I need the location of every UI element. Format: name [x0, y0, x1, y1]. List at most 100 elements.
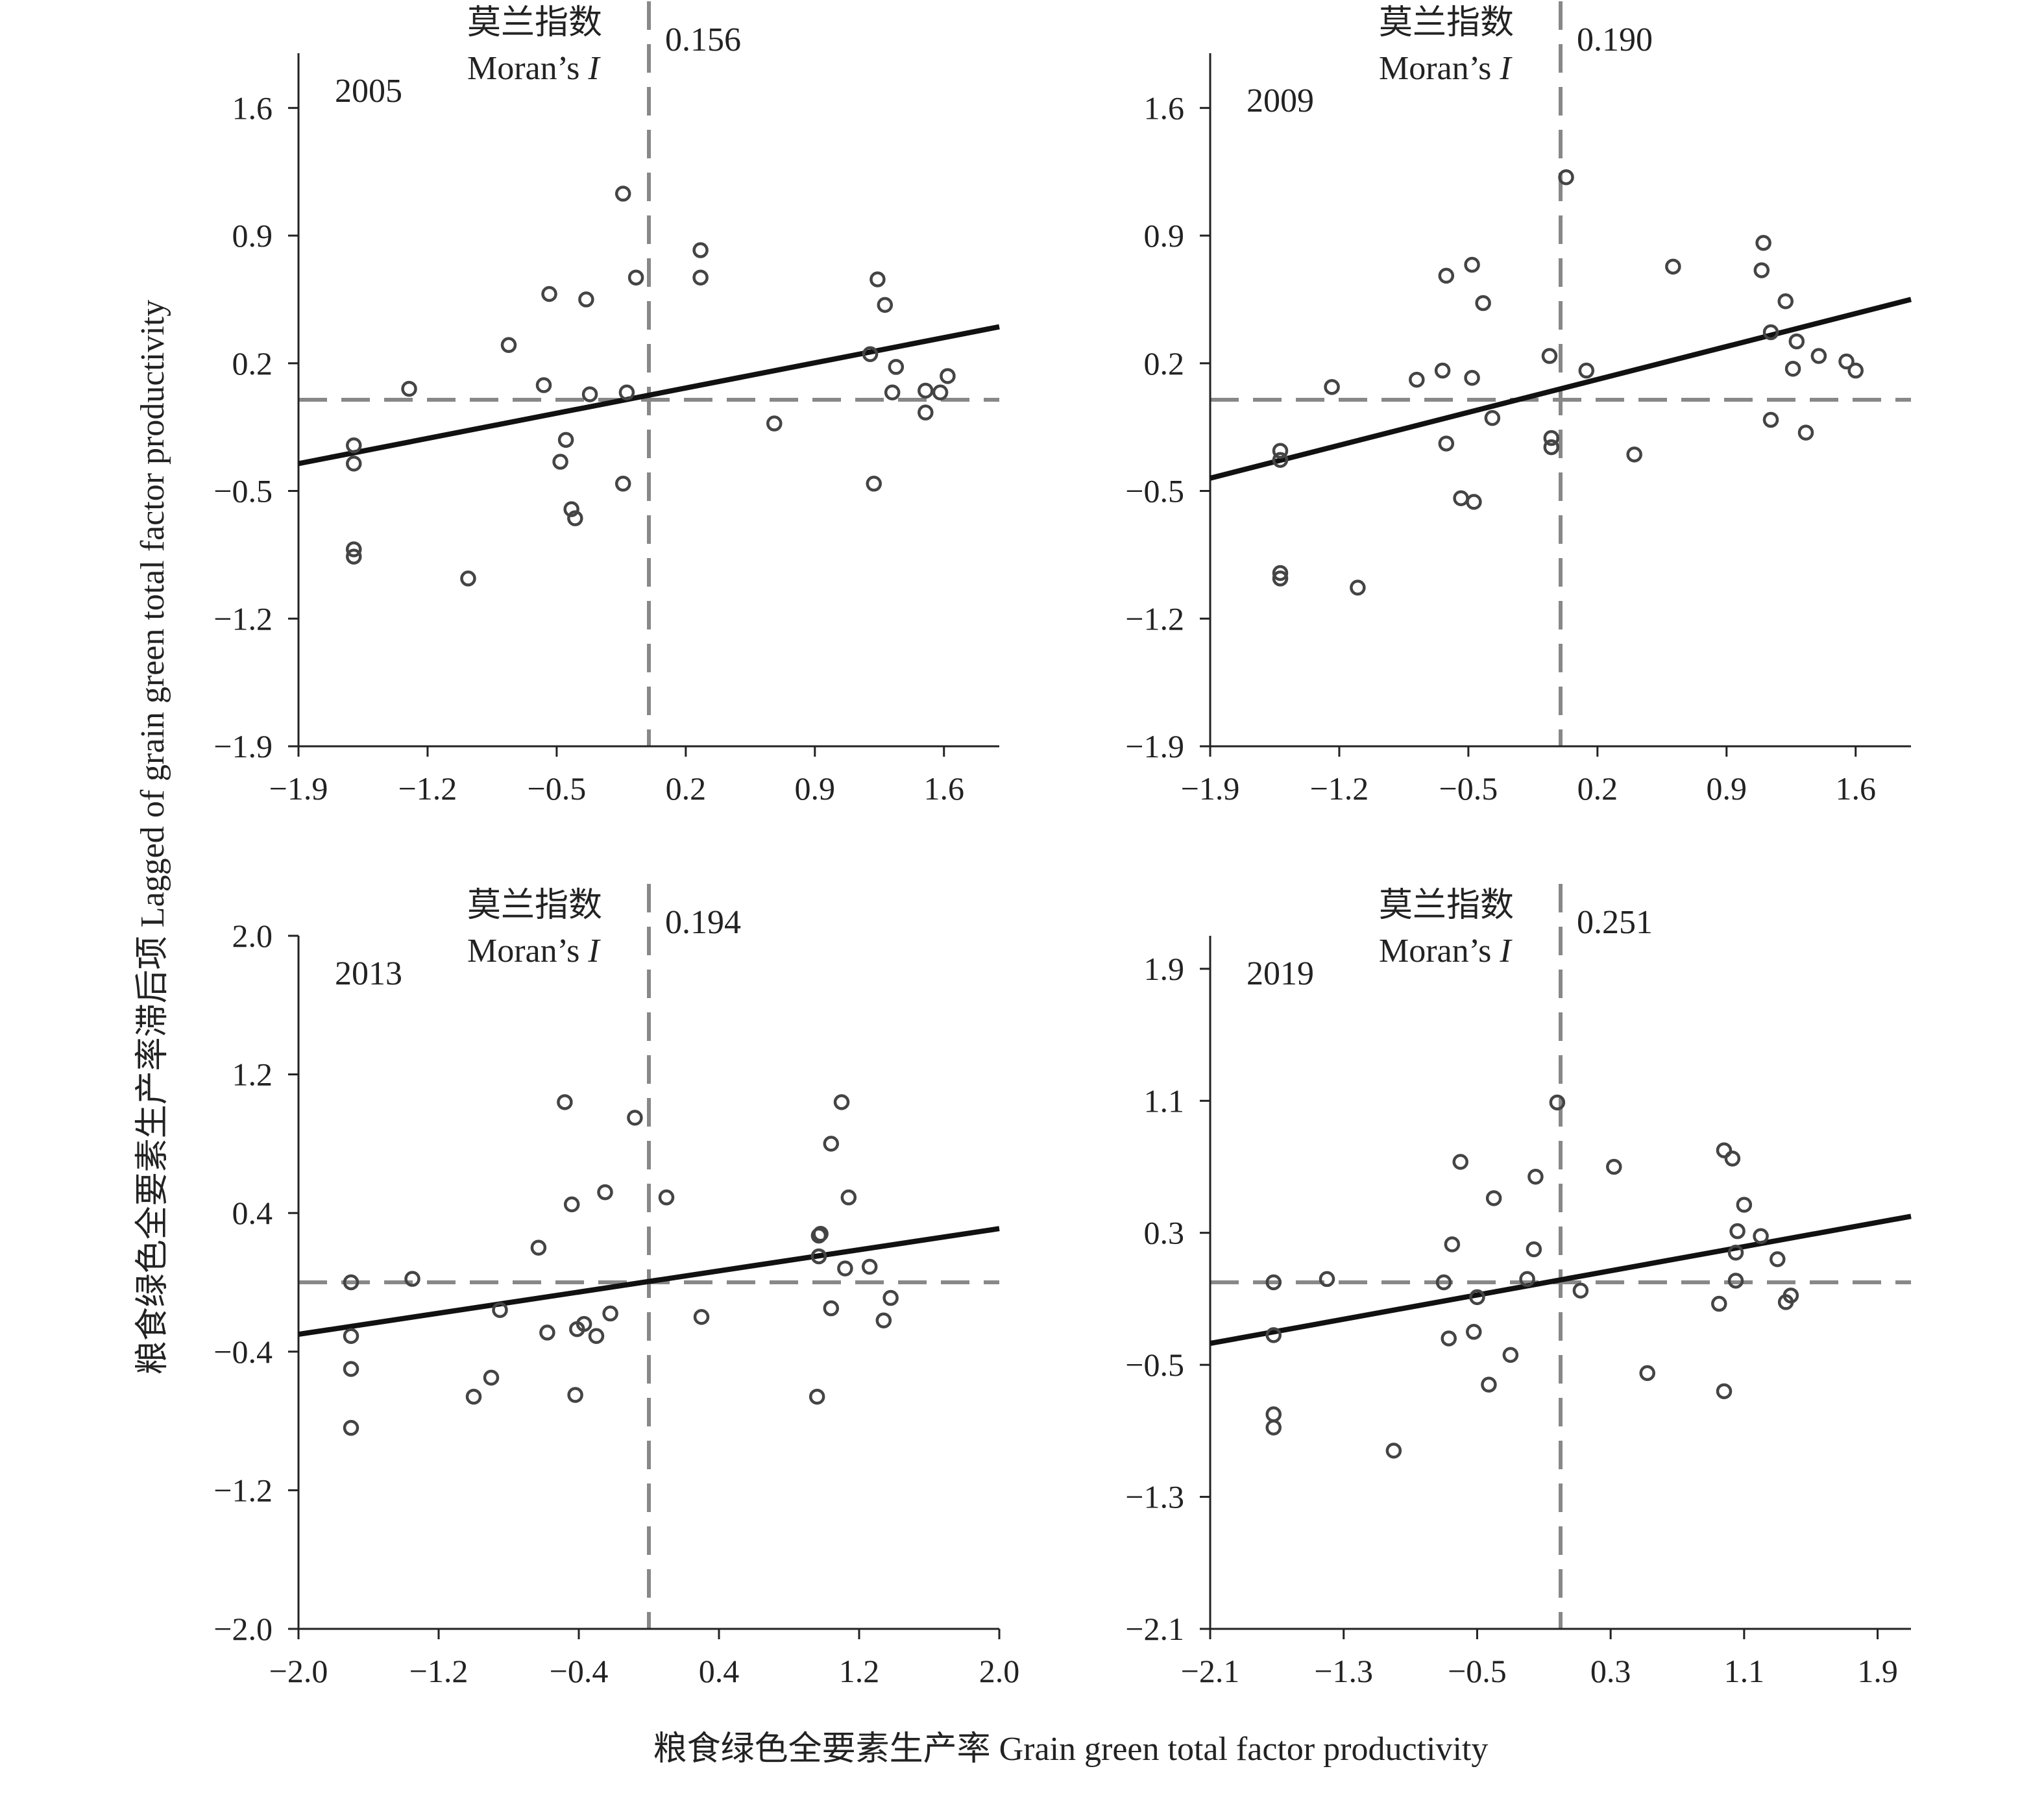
y-axis-title: 粮食绿色全要素生产率滞后项 Lagged of grain green tota…: [134, 300, 171, 1374]
data-point: [1784, 360, 1801, 377]
data-point: [1484, 409, 1501, 426]
data-point: [692, 242, 709, 258]
data-point: [530, 1239, 547, 1256]
moran-symbol: I: [1499, 933, 1513, 970]
data-point: [1762, 324, 1779, 341]
moran-label-en-text: Moran’s: [467, 933, 579, 970]
data-point: [1810, 348, 1827, 364]
panel-2013: −2.0 −1.2 −0.4 0.4 1.2 2.0 2.0 1.2 0.4 −…: [213, 884, 1019, 1689]
data-point: [940, 368, 956, 384]
regression-line: [1210, 1214, 1912, 1347]
quadrant-lines: [1210, 1, 1911, 746]
data-point: [1444, 1236, 1461, 1252]
data-point: [1265, 1419, 1282, 1436]
data-point: [346, 548, 362, 565]
data-point: [581, 386, 598, 402]
data-point: [539, 1325, 555, 1341]
data-point: [1755, 235, 1771, 251]
regression-line: [1210, 297, 1912, 481]
year-label: 2013: [335, 955, 402, 992]
data-point: [1724, 1151, 1741, 1167]
regression-line: [298, 324, 1000, 467]
data-point: [809, 1388, 825, 1405]
moran-symbol: I: [1499, 50, 1513, 87]
data-point: [1527, 1169, 1544, 1185]
data-point: [1502, 1347, 1519, 1363]
fit-line: [1210, 1214, 1912, 1347]
data-point: [1797, 424, 1814, 441]
data-point: [1272, 443, 1289, 459]
y-tick-labels: 1.6 0.9 0.2 −0.5 −1.2 −1.9: [213, 90, 273, 764]
data-point: [932, 384, 949, 401]
data-point: [1626, 446, 1642, 463]
data-point: [1606, 1158, 1622, 1175]
x-tick-labels: −2.0 −1.2 −0.4 0.4 1.2 2.0: [269, 1653, 1020, 1689]
x-tick-label: 0.2: [666, 770, 707, 807]
moran-label-cn: 莫兰指数: [467, 5, 602, 42]
data-point: [346, 541, 362, 557]
data-point: [1526, 1241, 1542, 1258]
data-point: [1770, 1251, 1786, 1267]
x-tick-label: −1.3: [1314, 1653, 1373, 1689]
data-point: [888, 359, 905, 375]
data-point: [557, 1094, 573, 1110]
data-point: [1549, 1094, 1566, 1111]
data-point: [1838, 353, 1855, 370]
data-point: [500, 337, 517, 353]
y-tick-label: −2.0: [213, 1611, 273, 1647]
x-tick-label: −0.5: [528, 770, 587, 807]
y-tick-label: 1.1: [1144, 1082, 1185, 1119]
points: [343, 1094, 899, 1436]
moran-label-cn: 莫兰指数: [467, 887, 602, 924]
data-point: [1753, 262, 1770, 278]
y-tick-labels: 2.0 1.2 0.4 −0.4 −1.2 −2.0: [213, 918, 273, 1647]
data-point: [1727, 1273, 1744, 1289]
data-point: [401, 380, 417, 397]
data-point: [884, 384, 901, 401]
y-tick-label: −1.2: [213, 1472, 273, 1508]
x-tick-label: 1.6: [1835, 770, 1876, 807]
x-tick-label: 0.9: [1707, 770, 1747, 807]
data-point: [1265, 1327, 1282, 1343]
moran-value: 0.190: [1577, 21, 1653, 58]
axes: [288, 934, 1001, 1639]
data-point: [1665, 258, 1681, 275]
data-point: [576, 1315, 592, 1332]
moran-label-en: Moran’s I: [467, 50, 601, 87]
y-tick-label: −1.9: [1125, 728, 1184, 764]
data-point: [866, 476, 882, 492]
x-tick-label: 2.0: [979, 1653, 1020, 1689]
moran-label-en-text: Moran’s: [467, 50, 579, 87]
y-tick-label: 0.2: [232, 345, 273, 382]
data-point: [1475, 295, 1491, 311]
data-point: [1265, 1406, 1282, 1423]
data-point: [812, 1225, 829, 1242]
y-tick-label: 0.9: [1144, 217, 1185, 254]
y-tick-label: −0.5: [213, 473, 273, 509]
data-point: [346, 456, 362, 472]
y-tick-label: −0.5: [1125, 473, 1184, 509]
x-tick-labels: −2.1 −1.3 −0.5 0.3 1.1 1.9: [1181, 1653, 1898, 1689]
x-tick-label: 1.2: [839, 1653, 880, 1689]
data-point: [1485, 1190, 1502, 1206]
data-point: [1578, 362, 1595, 379]
x-tick-labels: −1.9 −1.2 −0.5 0.2 0.9 1.6: [1181, 770, 1876, 807]
points: [1272, 169, 1864, 596]
data-point: [870, 271, 886, 287]
data-point: [823, 1300, 840, 1317]
data-point: [343, 1274, 359, 1291]
x-tick-label: 1.6: [923, 770, 964, 807]
data-point: [567, 1387, 583, 1403]
panel-2019: −2.1 −1.3 −0.5 0.3 1.1 1.9 1.9 1.1 0.3 −…: [1125, 884, 1912, 1689]
data-point: [1438, 435, 1455, 452]
data-point: [1319, 1271, 1335, 1288]
x-tick-label: 1.1: [1724, 1653, 1765, 1689]
data-point: [404, 1271, 420, 1287]
y-tick-label: −1.3: [1125, 1479, 1184, 1515]
data-point: [1385, 1443, 1402, 1459]
data-point: [1409, 371, 1425, 388]
moran-value: 0.251: [1577, 904, 1653, 941]
y-tick-label: −1.9: [213, 728, 273, 764]
data-point: [552, 454, 568, 470]
